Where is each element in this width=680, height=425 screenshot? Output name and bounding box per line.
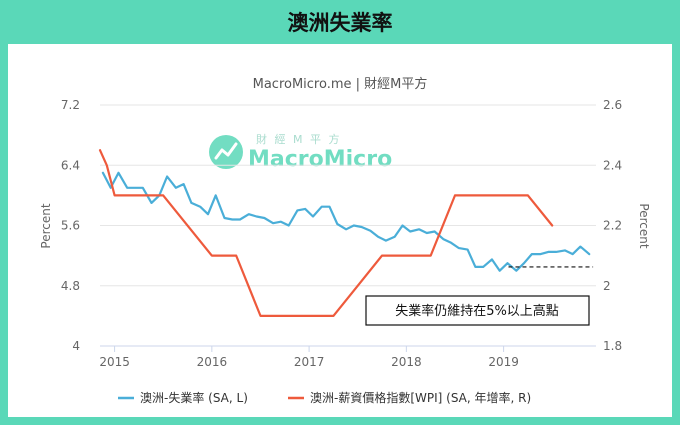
watermark-logo: 財 經 M 平 方 MacroMicro <box>209 132 392 172</box>
annotation: 失業率仍維持在5%以上高點 <box>365 295 590 326</box>
watermark-tagline: 財 經 M 平 方 <box>256 132 341 146</box>
right-tick-label: 2.2 <box>603 219 622 233</box>
series-line-unemployment <box>101 171 591 272</box>
chart-panel <box>8 44 672 417</box>
right-tick-label: 2.4 <box>603 158 622 172</box>
right-axis-label: Percent <box>637 203 651 248</box>
x-tick-label: 2015 <box>99 355 130 369</box>
annotation-box <box>365 295 590 326</box>
chart-subtitle: MacroMicro.me | 財經M平方 <box>253 76 428 92</box>
left-axis-label: Percent <box>39 203 53 248</box>
left-tick-label: 6.4 <box>61 158 80 172</box>
watermark-brand: MacroMicro <box>248 147 392 172</box>
x-tick-label: 2017 <box>294 355 325 369</box>
left-tick-label: 5.6 <box>61 219 80 233</box>
series-line-wpi <box>98 149 554 317</box>
legend: 澳洲-失業率 (SA, L) 澳洲-薪資價格指數[WPI] (SA, 年增率, … <box>118 390 531 405</box>
series-layer <box>98 149 591 317</box>
right-tick-label: 2 <box>603 279 611 293</box>
gridlines <box>100 104 596 287</box>
x-tick-label: 2019 <box>488 355 519 369</box>
x-tick-label: 2016 <box>197 355 228 369</box>
legend-label-wpi: 澳洲-薪資價格指數[WPI] (SA, 年增率, R) <box>310 390 531 405</box>
left-tick-label: 4 <box>72 339 80 353</box>
x-tick-label: 2018 <box>391 355 422 369</box>
annotation-text: 失業率仍維持在5%以上高點 <box>395 303 559 319</box>
right-tick-label: 2.6 <box>603 98 622 112</box>
page-title: 澳洲失業率 <box>287 11 393 35</box>
right-axis-ticks: 2.6 2.4 2.2 2 1.8 <box>603 98 622 353</box>
left-tick-label: 4.8 <box>61 279 80 293</box>
left-tick-label: 7.2 <box>61 98 80 112</box>
left-axis-ticks: 7.2 6.4 5.6 4.8 4 <box>61 98 80 353</box>
right-tick-label: 1.8 <box>603 339 622 353</box>
x-axis-ticks: 2015 2016 2017 2018 2019 <box>99 346 519 369</box>
legend-label-unemployment: 澳洲-失業率 (SA, L) <box>140 390 248 405</box>
